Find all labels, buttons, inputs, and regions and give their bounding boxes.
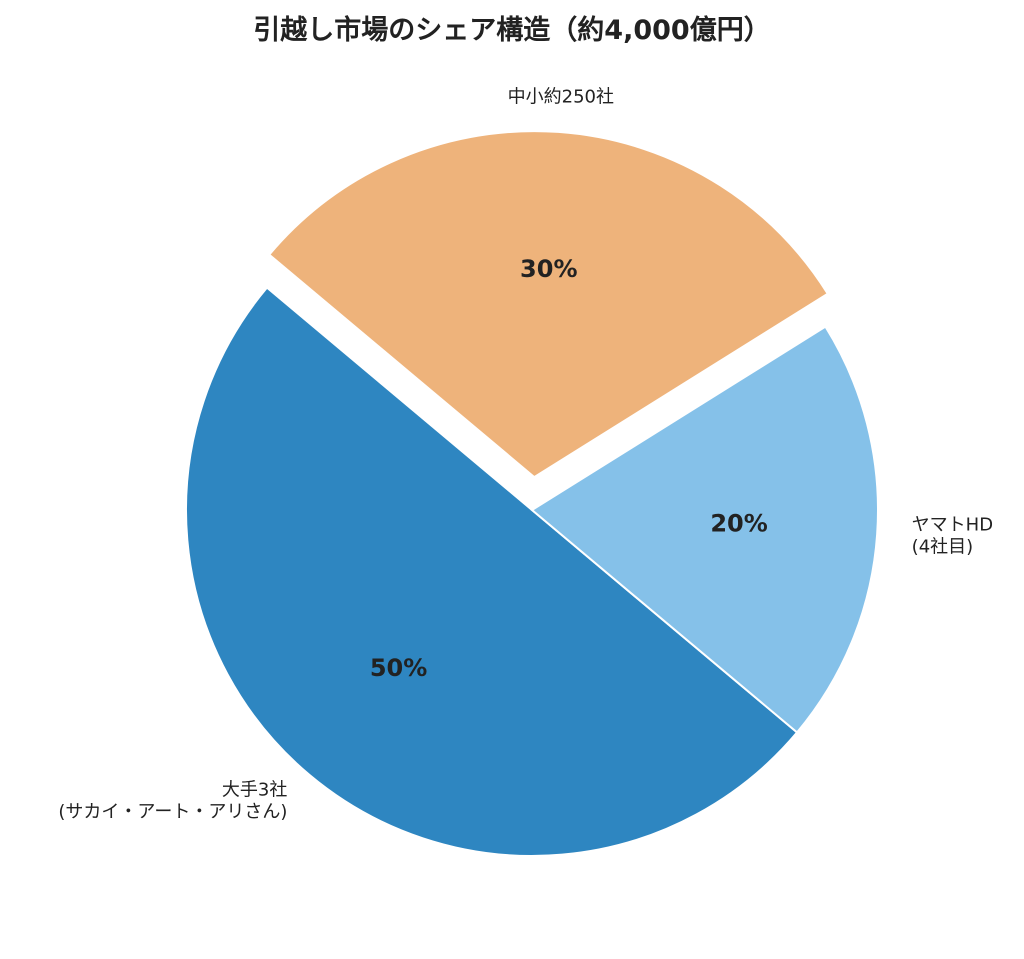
slice-category-label: ヤマトHD (4社目) (912, 515, 993, 558)
slice-category-label-line: (サカイ・アート・アリさん) (58, 802, 287, 823)
slice-category-label: 大手3社(サカイ・アート・アリさん) (58, 780, 287, 823)
slice-percent-label: 30% (520, 255, 577, 283)
slice-percent-label: 50% (370, 654, 427, 682)
pie-slice (530, 325, 879, 734)
slice-percent-label: 20% (710, 509, 767, 537)
chart-title: 引越し市場のシェア構造（約4,000億円） (253, 15, 771, 46)
slice-category-label: 中小約250社 (508, 86, 614, 107)
slice-category-label-line: 大手3社 (222, 780, 287, 801)
pie-slice (267, 130, 830, 479)
slice-category-label-line: 中小約250社 (508, 86, 614, 107)
pie-slice (185, 286, 799, 857)
slice-category-label-line: (4社目) (912, 537, 974, 558)
slice-category-label-line: ヤマトHD (912, 515, 993, 536)
